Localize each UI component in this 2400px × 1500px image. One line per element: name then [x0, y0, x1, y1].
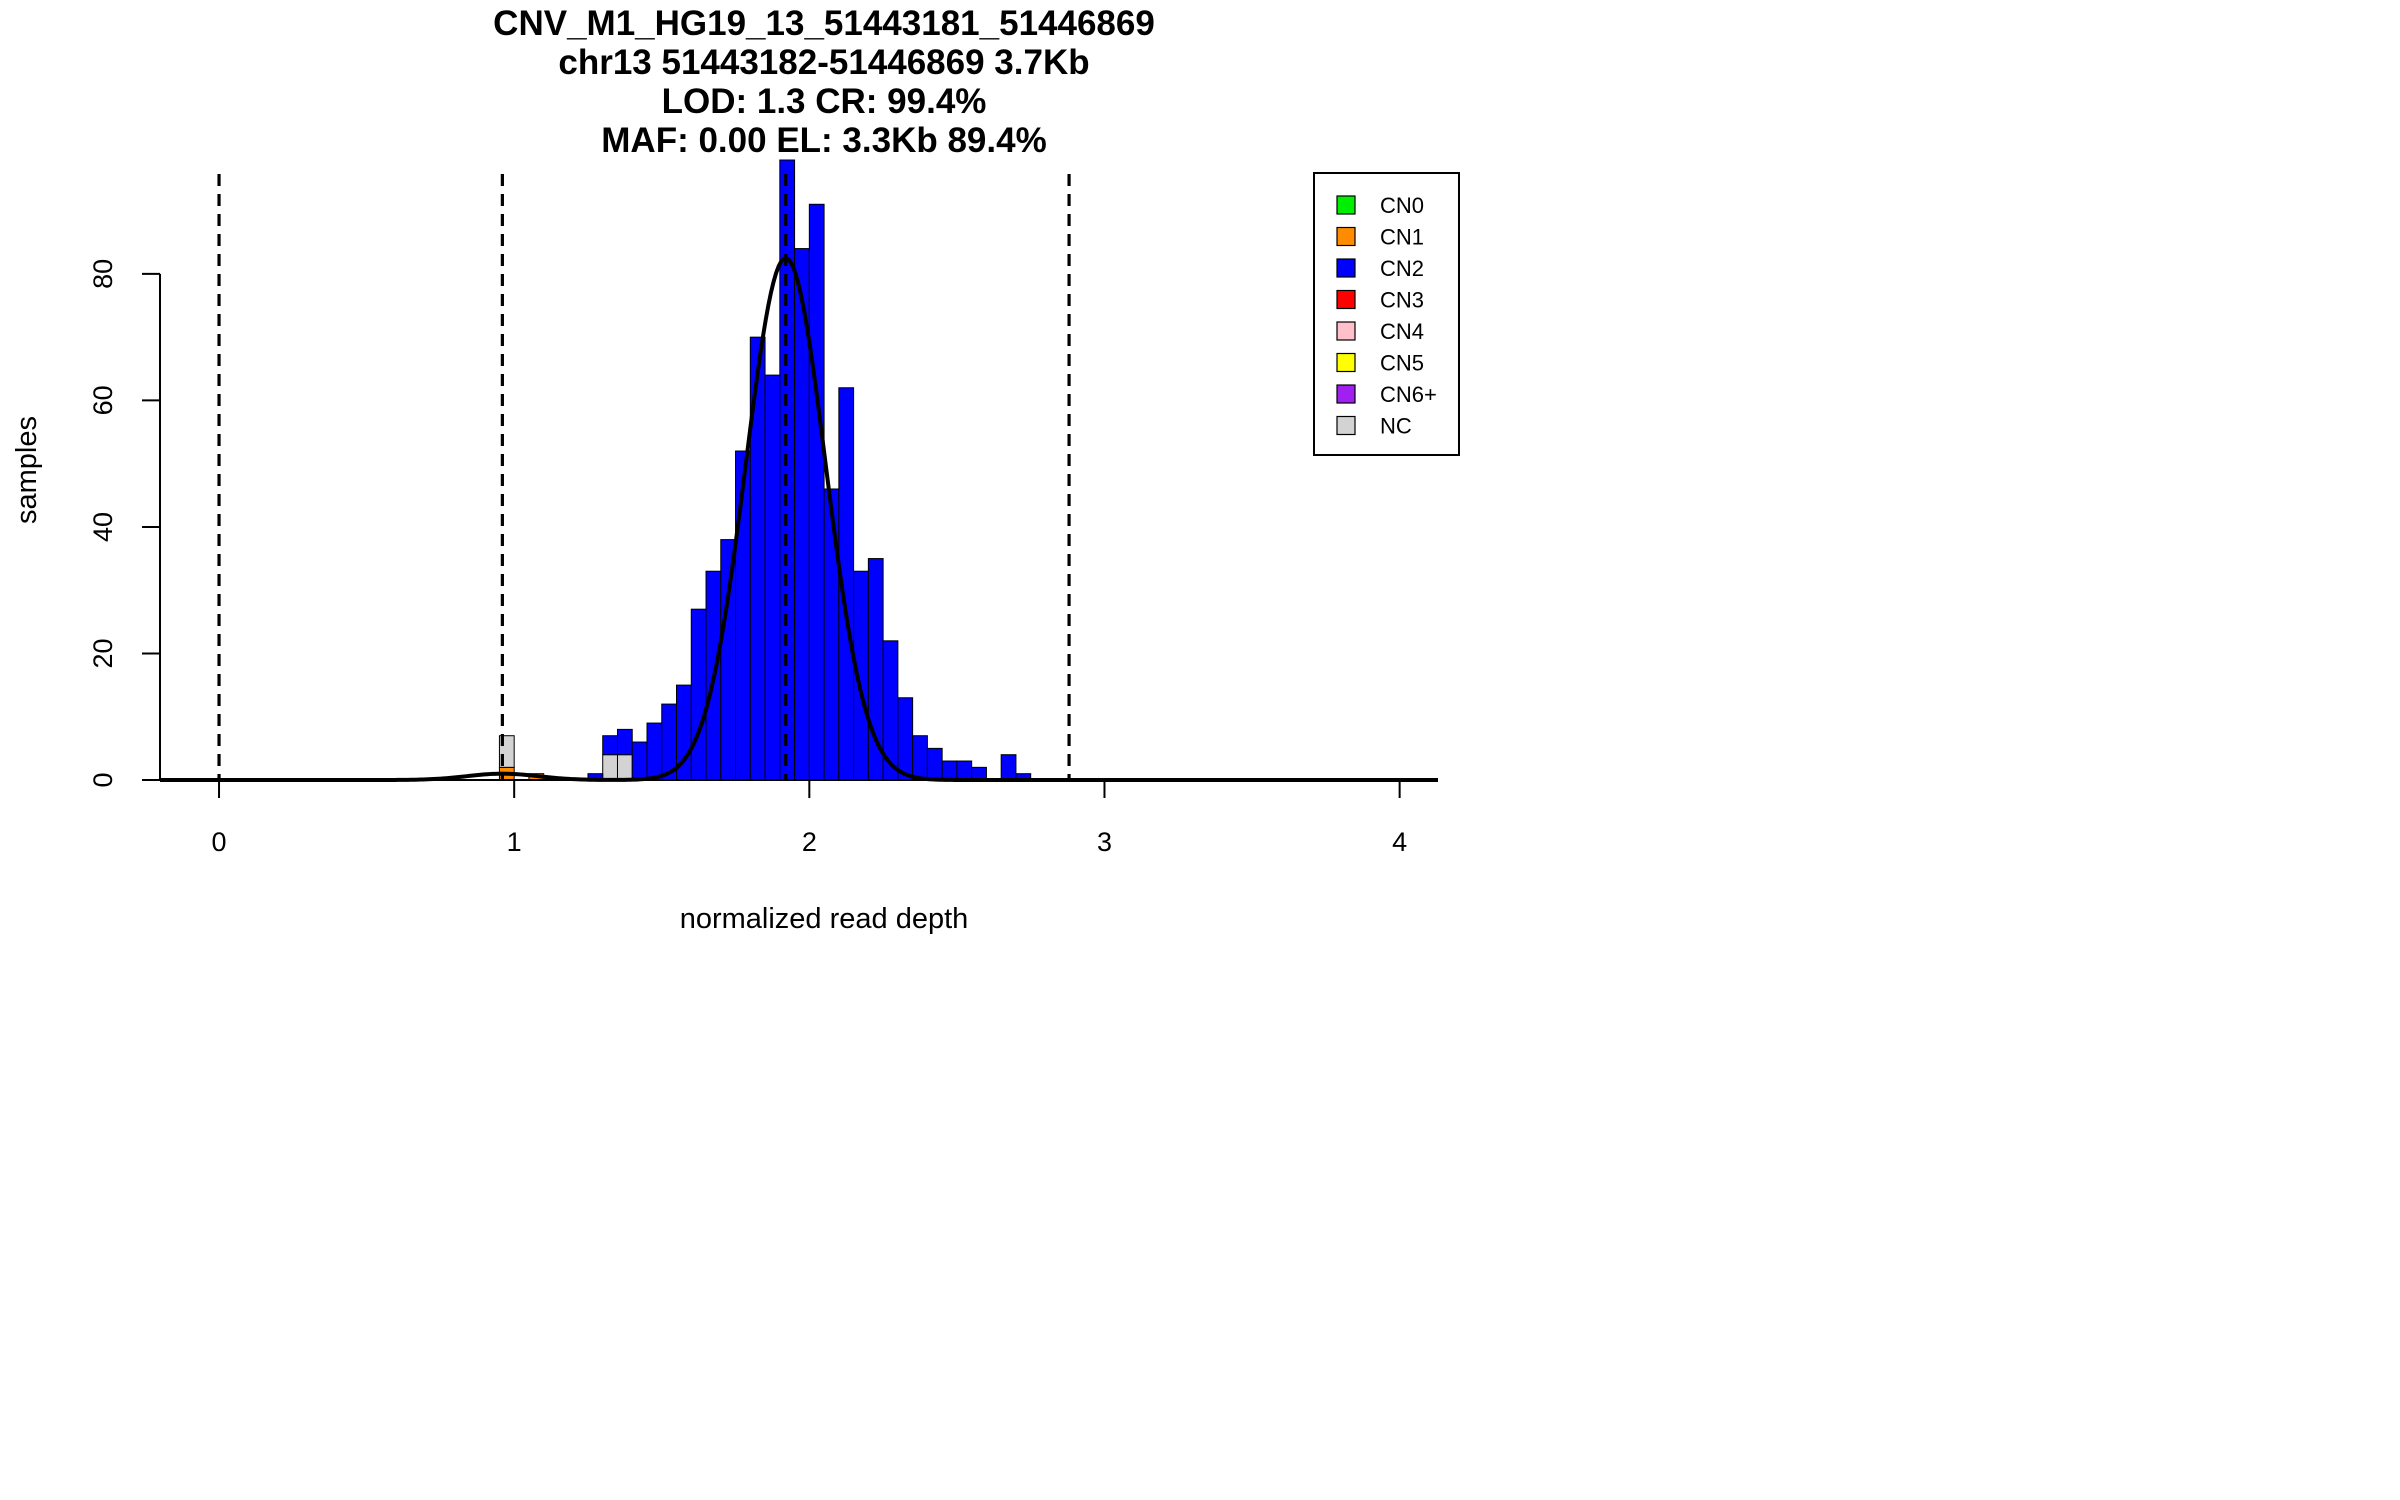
- legend-swatch-CN5: [1336, 352, 1356, 373]
- legend-swatch-CN0: [1336, 195, 1356, 215]
- bar-CN2-12: [764, 374, 781, 781]
- legend-label-CN1: CN1: [1380, 225, 1424, 250]
- legend-label-CN3: CN3: [1380, 288, 1424, 313]
- legend-swatch-NC: [1336, 415, 1356, 436]
- y-tick-label-4: 80: [88, 259, 118, 289]
- x-axis-label: normalized read depth: [680, 903, 969, 935]
- bar-CN2-28: [1000, 754, 1017, 781]
- title-line-3: LOD: 1.3 CR: 99.4%: [662, 82, 987, 121]
- chart-title: CNV_M1_HG19_13_51443181_51446869 chr13 5…: [493, 4, 1155, 160]
- cnv-histogram-chart: CNV_M1_HG19_13_51443181_51446869 chr13 5…: [11, 4, 1460, 935]
- legend-swatch-CN6+: [1336, 384, 1356, 404]
- bar-CN2-24: [941, 760, 958, 781]
- x-tick-label-2: 2: [802, 827, 817, 857]
- bar-CN2-3: [631, 741, 648, 781]
- bar-NC-2: [616, 754, 633, 781]
- legend-label-NC: NC: [1380, 414, 1412, 439]
- histogram-bars: [498, 159, 1032, 781]
- y-tick-label-3: 60: [88, 385, 118, 415]
- bar-CN2-15: [808, 203, 825, 781]
- legend-label-CN5: CN5: [1380, 351, 1424, 376]
- bar-CN2-9: [720, 539, 737, 781]
- x-tick-label-4: 4: [1392, 827, 1407, 857]
- legend-label-CN0: CN0: [1380, 193, 1424, 218]
- bar-NC-1: [602, 754, 618, 781]
- legend-box: [1313, 172, 1460, 456]
- x-tick-label-3: 3: [1097, 827, 1112, 857]
- legend-swatch-CN1: [1336, 226, 1356, 247]
- x-tick-label-1: 1: [507, 827, 522, 857]
- y-tick-label-2: 40: [88, 512, 118, 542]
- legend-swatch-CN2: [1336, 258, 1356, 278]
- y-tick-label-0: 0: [88, 772, 118, 787]
- bar-CN2-25: [956, 760, 973, 781]
- bar-CN2-2: [616, 728, 633, 756]
- y-axis-label: samples: [11, 416, 43, 524]
- legend-swatch-CN3: [1336, 289, 1356, 310]
- legend: CN0 CN1 CN2 CN3 CN4 CN5 CN6+ NC: [1313, 172, 1460, 456]
- legend-label-CN4: CN4: [1380, 319, 1424, 344]
- bar-CN2-1: [602, 735, 618, 756]
- bar-CN2-7: [690, 608, 707, 781]
- bar-CN2-23: [926, 747, 943, 781]
- title-line-4: MAF: 0.00 EL: 3.3Kb 89.4%: [601, 121, 1046, 160]
- title-line-1: CNV_M1_HG19_13_51443181_51446869: [493, 4, 1155, 43]
- bar-CN2-21: [897, 697, 914, 781]
- copy-number-dashed-lines: [217, 174, 1071, 780]
- bar-CN2-4: [646, 722, 663, 781]
- bar-CN2-16: [823, 488, 840, 781]
- legend-label-CN2: CN2: [1380, 256, 1424, 281]
- bar-CN2-22: [912, 735, 928, 781]
- title-line-2: chr13 51443182-51446869 3.7Kb: [558, 43, 1089, 82]
- y-tick-label-1: 20: [88, 638, 118, 668]
- legend-label-CN6+: CN6+: [1380, 382, 1437, 407]
- bar-CN2-13: [779, 159, 796, 781]
- x-tick-label-0: 0: [212, 827, 227, 857]
- legend-swatch-CN4: [1336, 321, 1356, 341]
